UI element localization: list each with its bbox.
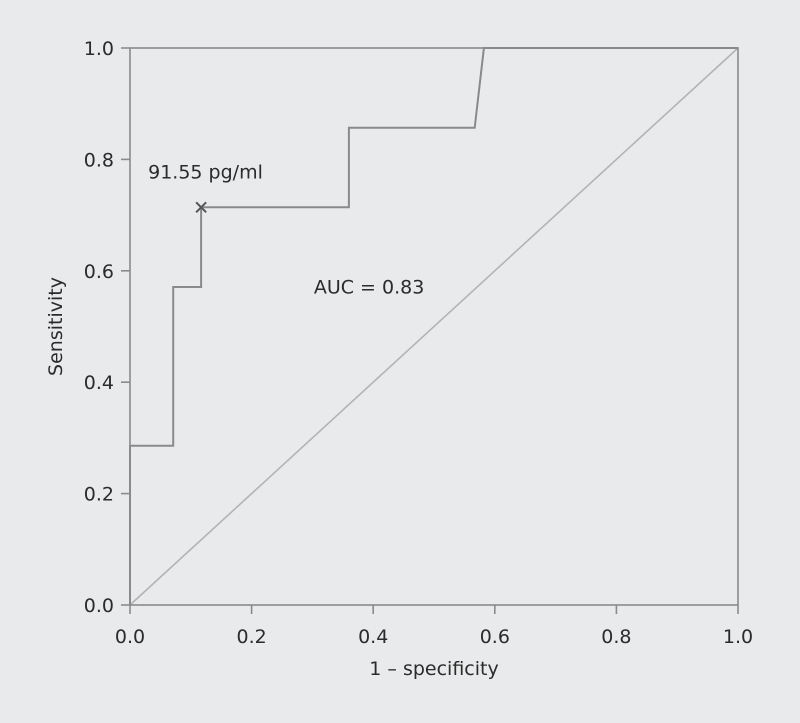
x-tick-label: 0.4	[358, 626, 388, 648]
y-tick-label: 0.8	[84, 149, 114, 171]
plot-frame	[129, 47, 739, 606]
y-tick-label: 1.0	[84, 38, 114, 60]
cutoff-x-stroke	[195, 201, 207, 214]
y-tick-label: 0.6	[84, 261, 114, 283]
x-tick-label: 0.2	[236, 626, 266, 648]
y-tick-label: 0.4	[84, 372, 114, 394]
x-axis-title: 1 – specificity	[369, 658, 498, 680]
cutoff-x-marker	[195, 201, 207, 214]
x-tick-label: 0.6	[480, 626, 510, 648]
y-tick-label: 0.0	[84, 595, 114, 617]
auc-label: AUC = 0.83	[314, 277, 424, 299]
x-axis-ticks: 0.0 0.2 0.4 0.6 0.8 1.0	[115, 605, 753, 648]
x-tick-label: 0.8	[601, 626, 631, 648]
y-tick-label: 0.2	[84, 484, 114, 506]
plot-area	[129, 47, 739, 606]
y-axis-title: Sensitivity	[45, 277, 67, 376]
x-tick-label: 0.0	[115, 626, 145, 648]
cutoff-label: 91.55 pg/ml	[148, 161, 263, 183]
x-tick-label: 1.0	[723, 626, 753, 648]
y-axis-ticks: 0.0 0.2 0.4 0.6 0.8 1.0	[84, 38, 130, 617]
reference-diagonal-line	[129, 47, 739, 606]
